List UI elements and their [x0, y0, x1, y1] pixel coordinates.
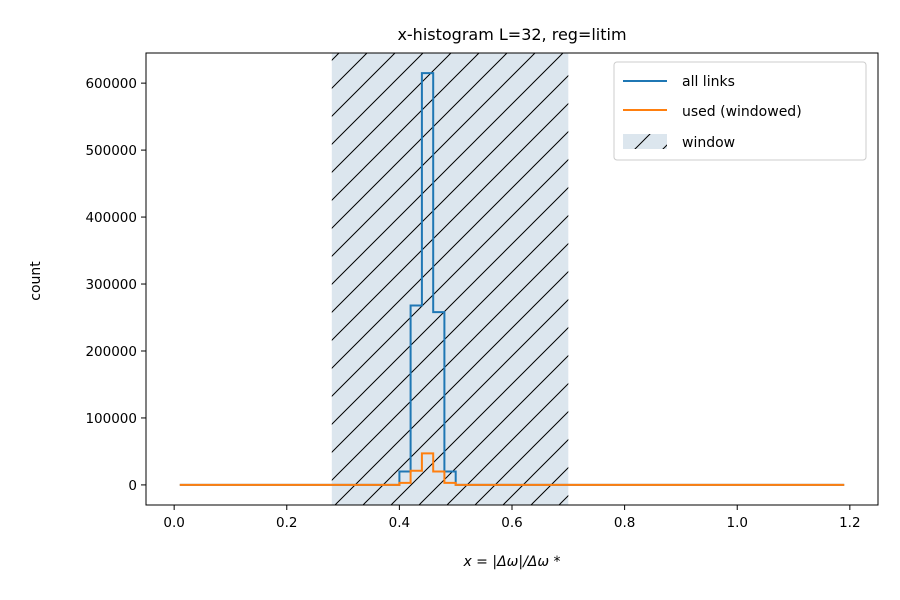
x-tick-label: 0.4: [389, 515, 410, 531]
x-tick-label: 0.8: [614, 515, 635, 531]
window-band-hatch: [331, 53, 569, 505]
series-line-all-links: [179, 72, 845, 486]
y-tick-label: 600000: [85, 76, 137, 92]
y-tick-label: 100000: [85, 411, 137, 427]
x-tick-label: 0.0: [163, 515, 184, 531]
legend-label-window: window: [682, 135, 735, 151]
x-tick-label: 1.0: [726, 515, 747, 531]
y-axis-label: count: [28, 261, 44, 301]
series-line-used-windowed: [179, 452, 845, 486]
y-tick-label: 0: [128, 478, 137, 494]
y-tick-label: 500000: [85, 143, 137, 159]
y-tick-label: 200000: [85, 344, 137, 360]
legend: all links used (windowed) window: [613, 61, 867, 161]
y-tick-label: 400000: [85, 210, 137, 226]
x-tick-label: 0.2: [276, 515, 297, 531]
chart-title: x-histogram L=32, reg=litim: [397, 25, 626, 44]
x-tick-label: 0.6: [501, 515, 522, 531]
y-tick-label: 300000: [85, 277, 137, 293]
legend-label-used-windowed: used (windowed): [682, 104, 802, 120]
legend-swatch-window-hatch: [623, 134, 667, 149]
legend-label-all-links: all links: [682, 74, 735, 90]
x-tick-label: 1.2: [839, 515, 860, 531]
legend-frame: [613, 61, 867, 161]
x-axis-label: x = |Δω|/Δω *: [462, 554, 560, 570]
